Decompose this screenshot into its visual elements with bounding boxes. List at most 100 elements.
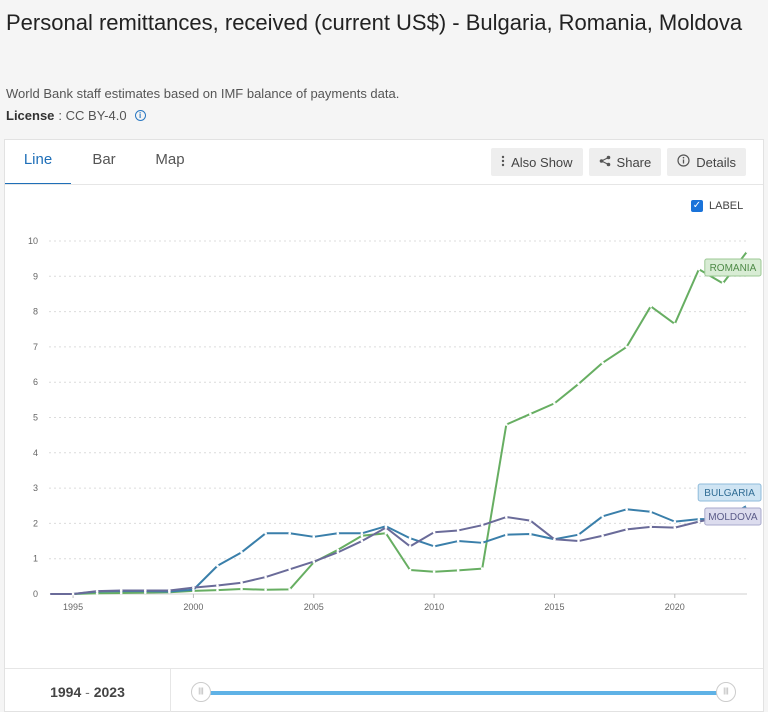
- y-tick-label: 4: [33, 448, 38, 458]
- data-point-moldova: [553, 537, 556, 541]
- y-tick-label: 1: [33, 554, 38, 564]
- data-point-romania: [240, 587, 243, 591]
- y-tick-label: 9: [33, 271, 38, 281]
- data-point-romania: [480, 567, 484, 570]
- range-slider-start-handle[interactable]: |||: [191, 682, 211, 702]
- data-point-romania: [336, 548, 340, 552]
- series-label-romania: ROMANIA: [710, 263, 757, 274]
- data-point-bulgaria: [745, 504, 749, 508]
- also-show-label: Also Show: [511, 154, 573, 170]
- data-point-romania: [673, 322, 677, 326]
- range-footer: 1994 - 2023 ||| |||: [5, 668, 763, 712]
- data-point-moldova: [505, 515, 508, 519]
- series-line-moldova: [49, 515, 747, 595]
- data-point-bulgaria: [408, 536, 412, 540]
- range-slider-end-handle[interactable]: |||: [716, 682, 736, 702]
- data-point-moldova: [697, 520, 701, 523]
- data-point-romania: [577, 382, 580, 386]
- data-point-romania: [505, 423, 508, 426]
- range-separator: -: [85, 684, 90, 700]
- tab-divider: [5, 184, 763, 185]
- share-label: Share: [616, 154, 652, 170]
- data-point-moldova: [119, 589, 123, 592]
- data-point-moldova: [360, 539, 364, 543]
- info-circle-icon: [677, 154, 690, 170]
- x-tick-label: 1995: [63, 602, 83, 612]
- data-point-romania: [288, 588, 291, 591]
- series-label-box: [704, 507, 762, 526]
- page-subtitle: World Bank staff estimates based on IMF …: [6, 86, 400, 101]
- data-point-moldova: [408, 545, 412, 548]
- range-slider-track[interactable]: [207, 691, 725, 695]
- checkbox-checked-icon[interactable]: ✓: [691, 200, 703, 212]
- y-tick-label: 6: [33, 377, 38, 387]
- info-icon[interactable]: i: [134, 110, 146, 121]
- details-button[interactable]: Details: [667, 148, 746, 176]
- data-point-moldova: [168, 589, 171, 592]
- data-point-bulgaria: [625, 507, 628, 511]
- data-point-bulgaria: [336, 531, 340, 535]
- y-tick-label: 7: [33, 342, 38, 352]
- data-point-bulgaria: [697, 517, 701, 521]
- data-point-bulgaria: [432, 545, 436, 548]
- data-point-moldova: [529, 519, 532, 522]
- series-label-box: [697, 483, 762, 502]
- data-point-romania: [456, 569, 460, 572]
- series-label-box: [704, 258, 762, 277]
- data-point-bulgaria: [480, 541, 484, 545]
- data-point-bulgaria: [312, 535, 316, 539]
- series-label-moldova: MOLDOVA: [708, 512, 758, 523]
- y-tick-label: 5: [33, 413, 38, 423]
- data-point-moldova: [577, 539, 580, 543]
- data-point-moldova: [288, 567, 291, 571]
- data-point-romania: [649, 305, 653, 308]
- data-point-bulgaria: [529, 532, 532, 536]
- data-point-romania: [529, 412, 532, 416]
- data-point-moldova: [456, 529, 460, 532]
- tab-bar[interactable]: Bar: [92, 151, 116, 168]
- x-tick-label: 2000: [183, 602, 203, 612]
- also-show-button[interactable]: Also Show: [491, 148, 583, 176]
- page-title: Personal remittances, received (current …: [6, 10, 743, 35]
- series-line-romania: [49, 250, 748, 595]
- data-point-bulgaria: [577, 533, 580, 536]
- x-tick-label: 2005: [304, 602, 324, 612]
- data-point-bulgaria: [601, 515, 604, 518]
- data-point-moldova: [601, 534, 604, 538]
- series-line-bulgaria: [49, 504, 748, 595]
- license-label: License: [6, 108, 55, 123]
- tab-map[interactable]: Map: [155, 151, 185, 168]
- data-point-romania: [408, 568, 412, 572]
- data-point-bulgaria: [264, 531, 267, 535]
- details-label: Details: [696, 154, 736, 170]
- data-point-bulgaria: [240, 551, 243, 554]
- data-point-romania: [360, 534, 364, 538]
- data-point-romania: [264, 588, 267, 592]
- year-range: 1994 - 2023: [5, 669, 171, 712]
- share-icon: [599, 155, 611, 170]
- license-line: License : CC BY-4.0 i: [6, 108, 146, 123]
- data-point-moldova: [432, 530, 436, 534]
- share-button[interactable]: Share: [588, 148, 662, 176]
- data-point-moldova: [192, 586, 195, 589]
- data-point-romania: [697, 267, 701, 271]
- data-point-bulgaria: [192, 588, 195, 592]
- x-tick-label: 2010: [424, 602, 444, 612]
- label-toggle[interactable]: ✓ LABEL: [691, 200, 743, 212]
- data-point-moldova: [336, 551, 340, 554]
- x-tick-label: 2020: [665, 602, 685, 612]
- data-point-bulgaria: [649, 510, 653, 514]
- data-point-romania: [745, 250, 749, 253]
- data-point-romania: [625, 345, 628, 349]
- data-point-moldova: [216, 584, 219, 587]
- data-point-moldova: [649, 525, 653, 529]
- data-point-bulgaria: [456, 539, 460, 543]
- data-point-bulgaria: [216, 564, 219, 568]
- data-point-romania: [384, 531, 388, 535]
- data-point-romania: [432, 570, 436, 574]
- data-point-moldova: [480, 523, 484, 527]
- line-chart: 0 1 2 3 4 5 6 7 8 9 10 1995 2000 2005 2010 2015 2020 ROMA…: [28, 236, 762, 612]
- data-point-romania: [216, 588, 219, 592]
- data-point-bulgaria: [673, 520, 677, 523]
- range-end: 2023: [93, 684, 125, 700]
